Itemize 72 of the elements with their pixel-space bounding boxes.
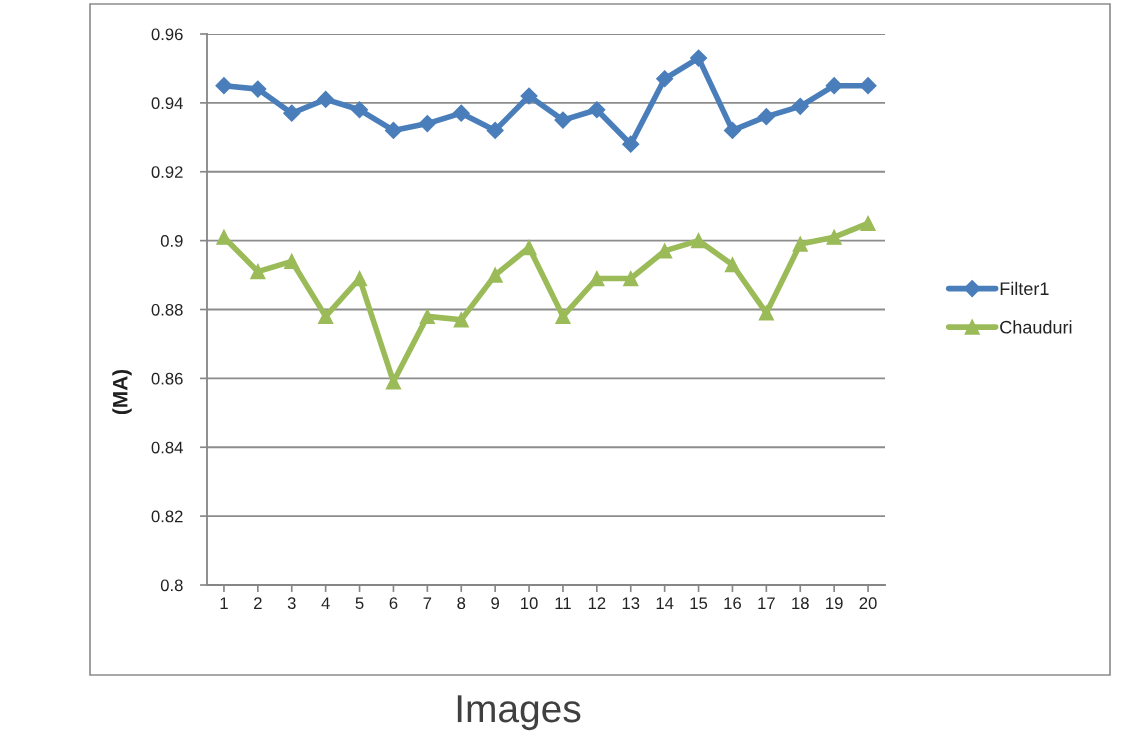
point (723, 121, 742, 139)
point (215, 77, 233, 95)
point (622, 135, 640, 153)
point (452, 104, 470, 122)
x-tick-label: 8 (457, 597, 466, 610)
point (825, 77, 843, 95)
y-tick-label: 0.94 (151, 97, 183, 110)
point (317, 90, 335, 108)
legend-label: Chauduri (1000, 320, 1072, 334)
x-tick-label: 14 (656, 597, 674, 609)
point (250, 263, 266, 280)
x-tick-label: 3 (287, 597, 296, 610)
y-tick-label: 0.9 (160, 235, 183, 247)
point (859, 77, 877, 95)
x-tick-label: 5 (355, 597, 364, 610)
point (588, 101, 606, 119)
y-tick-label: 0.86 (151, 372, 183, 385)
y-axis-title: (MA) (112, 369, 132, 415)
point (520, 87, 538, 105)
x-tick-label: 6 (389, 597, 398, 610)
point (419, 308, 435, 325)
point (757, 108, 775, 126)
point (554, 111, 572, 129)
point (249, 80, 267, 98)
point (724, 257, 741, 273)
y-tick-label: 0.92 (151, 166, 183, 178)
point (318, 308, 334, 325)
point (486, 121, 504, 139)
x-tick-label: 13 (622, 597, 640, 610)
point (284, 253, 300, 269)
point (351, 270, 368, 287)
x-tick-label: 10 (521, 597, 538, 610)
point (350, 101, 369, 119)
x-tick-label: 17 (758, 597, 775, 609)
point (283, 104, 301, 122)
x-tick-label: 7 (423, 597, 432, 609)
point (689, 49, 708, 67)
point (418, 114, 436, 133)
point (623, 270, 639, 287)
point (453, 312, 469, 328)
point (791, 97, 809, 115)
x-tick-label: 19 (826, 597, 843, 610)
point (656, 70, 674, 88)
x-tick-label: 20 (859, 597, 877, 610)
y-tick-label: 0.84 (151, 441, 183, 454)
legend-label: Filter1 (1000, 281, 1049, 296)
point (487, 267, 503, 283)
point (385, 374, 402, 390)
x-tick-label: 12 (588, 597, 606, 609)
y-tick-label: 0.82 (151, 510, 183, 523)
point (758, 305, 774, 321)
x-tick-label: 18 (792, 597, 809, 610)
x-tick-label: 1 (220, 597, 228, 609)
point (657, 243, 673, 259)
x-tick-label: 15 (690, 597, 708, 610)
y-tick-label: 0.88 (151, 303, 183, 316)
x-tick-label: 2 (254, 597, 262, 609)
x-tick-label: 9 (491, 597, 499, 610)
point (792, 236, 808, 252)
x-axis-title: Images (457, 695, 581, 731)
x-tick-label: 4 (321, 597, 330, 609)
y-tick-label: 0.8 (160, 579, 183, 592)
point (555, 308, 571, 325)
y-tick-label: 0.96 (151, 28, 183, 41)
point (521, 239, 537, 256)
x-tick-label: 16 (724, 597, 741, 610)
point (690, 232, 707, 249)
x-tick-label: 11 (555, 597, 571, 609)
point (589, 270, 605, 287)
point (860, 215, 876, 232)
point (384, 121, 403, 139)
point (826, 229, 842, 245)
